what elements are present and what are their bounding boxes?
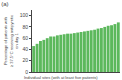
- svg-text:0: 0: [25, 69, 28, 75]
- svg-text:40: 40: [22, 46, 28, 52]
- svg-text:100: 100: [20, 12, 29, 18]
- svg-text:Percentage of patients with≥ 3: Percentage of patients with≥ 37.5°C rece…: [3, 15, 18, 67]
- svg-text:20: 20: [22, 57, 28, 63]
- svg-text:80: 80: [22, 24, 28, 30]
- svg-text:60: 60: [22, 35, 28, 41]
- svg-text:Individual sites (with at leas: Individual sites (with at least five pat…: [24, 75, 98, 80]
- svg-text:(a): (a): [1, 1, 8, 7]
